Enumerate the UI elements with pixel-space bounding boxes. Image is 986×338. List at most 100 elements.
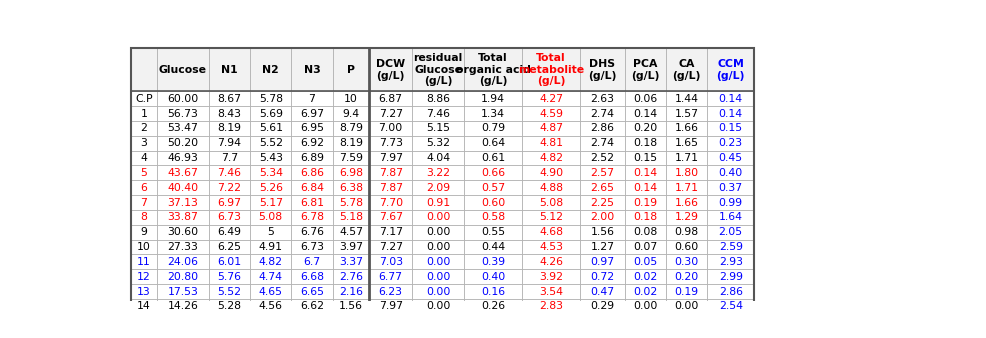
Text: 0.97: 0.97 [591,257,614,267]
Text: 5.43: 5.43 [258,153,283,163]
Bar [250,106,292,121]
Text: 4.27: 4.27 [539,94,563,104]
Text: 0.79: 0.79 [481,123,505,134]
Bar [370,151,412,166]
Text: 4.90: 4.90 [539,168,563,178]
Bar [157,195,209,210]
Bar [209,48,250,91]
Bar [131,48,157,91]
Bar [332,151,370,166]
Text: 33.87: 33.87 [168,212,198,222]
Text: 0.06: 0.06 [633,94,658,104]
Bar [332,106,370,121]
Bar [523,136,580,151]
Text: 14.26: 14.26 [168,301,198,311]
Text: 6.73: 6.73 [300,242,324,252]
Bar [370,299,412,314]
Text: 5.26: 5.26 [258,183,283,193]
Bar [370,255,412,269]
Text: 7.46: 7.46 [426,108,450,119]
Text: 0.16: 0.16 [481,287,505,296]
Text: 10: 10 [344,94,358,104]
Bar [464,106,523,121]
Text: 0.64: 0.64 [481,138,505,148]
Text: 1.57: 1.57 [674,108,698,119]
Text: 2.54: 2.54 [719,301,742,311]
Text: 0.15: 0.15 [719,123,742,134]
Text: 5.12: 5.12 [539,212,563,222]
Bar [523,269,580,284]
Bar [157,269,209,284]
Text: 2: 2 [140,123,147,134]
Text: 3.92: 3.92 [539,272,563,282]
Bar [412,240,464,255]
Text: 0.60: 0.60 [481,198,505,208]
Bar [666,180,707,195]
Bar [707,121,754,136]
Bar [157,240,209,255]
Text: 0.00: 0.00 [674,301,699,311]
Text: 8.86: 8.86 [426,94,450,104]
Bar [370,269,412,284]
Text: 7.87: 7.87 [379,168,402,178]
Text: 0.66: 0.66 [481,168,505,178]
Text: 3.54: 3.54 [539,287,563,296]
Bar [370,91,412,106]
Text: 2.83: 2.83 [539,301,563,311]
Bar [370,48,412,91]
Bar [250,240,292,255]
Bar [332,91,370,106]
Text: 1.71: 1.71 [674,153,698,163]
Bar [412,106,464,121]
Bar [250,299,292,314]
Text: 4: 4 [140,153,147,163]
Bar [707,48,754,91]
Text: 7.27: 7.27 [379,108,402,119]
Text: Total
metabolite
(g/L): Total metabolite (g/L) [518,53,585,87]
Bar [250,91,292,106]
Bar [464,166,523,180]
Bar [624,180,666,195]
Bar [624,121,666,136]
Bar [209,195,250,210]
Text: 0.40: 0.40 [719,168,742,178]
Text: 4.59: 4.59 [539,108,563,119]
Bar [292,225,332,240]
Text: 0.44: 0.44 [481,242,505,252]
Text: 30.60: 30.60 [168,227,198,237]
Text: 0.20: 0.20 [674,272,698,282]
Bar [209,91,250,106]
Text: 1.34: 1.34 [481,108,505,119]
Text: 1.27: 1.27 [591,242,614,252]
Bar [580,106,624,121]
Bar [250,210,292,225]
Bar [707,284,754,299]
Bar [332,121,370,136]
Bar [666,166,707,180]
Text: DHS
(g/L): DHS (g/L) [589,59,616,81]
Text: 0.19: 0.19 [633,198,658,208]
Text: 8: 8 [140,212,147,222]
Text: 4.82: 4.82 [539,153,563,163]
Text: 0.98: 0.98 [674,227,698,237]
Bar [523,180,580,195]
Bar [209,166,250,180]
Text: 6.98: 6.98 [339,168,363,178]
Bar [580,240,624,255]
Text: 2.63: 2.63 [591,94,614,104]
Text: 2.00: 2.00 [591,212,614,222]
Bar [292,106,332,121]
Bar [624,284,666,299]
Bar [131,284,157,299]
Text: 6.01: 6.01 [217,257,242,267]
Text: 6.25: 6.25 [218,242,242,252]
Bar [580,225,624,240]
Bar [209,180,250,195]
Bar [464,136,523,151]
Bar [157,151,209,166]
Text: 1.56: 1.56 [339,301,363,311]
Bar [624,91,666,106]
Bar [580,195,624,210]
Text: 0.61: 0.61 [481,153,505,163]
Bar [580,136,624,151]
